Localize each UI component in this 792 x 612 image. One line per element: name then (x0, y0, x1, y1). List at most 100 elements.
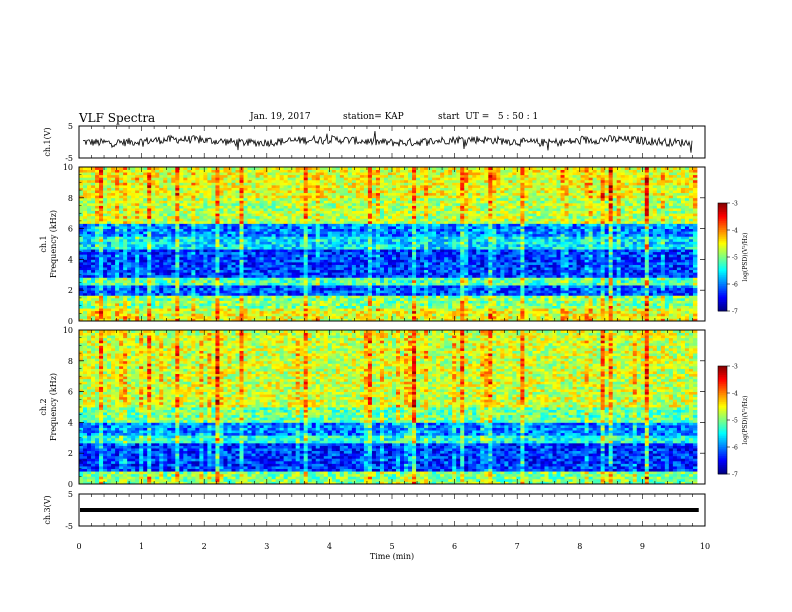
spectrogram-cell (83, 256, 88, 260)
spectrogram-cell (255, 202, 260, 206)
spectrogram-cell (335, 208, 341, 212)
spectrogram-cell (207, 244, 212, 247)
spectrogram-cell (255, 236, 260, 240)
spectrogram-cell (135, 184, 140, 188)
spectrogram-cell (139, 249, 144, 253)
spectrogram-cell (219, 236, 224, 240)
spectrogram-cell (371, 228, 377, 232)
spectrogram-cell (251, 295, 256, 299)
y-tick-label: 5 (68, 122, 73, 131)
spectrogram-cell (147, 228, 152, 232)
spectrogram-cell (392, 195, 397, 199)
spectrogram-cell (91, 290, 96, 294)
spectrogram-cell (183, 174, 188, 178)
spectrogram-cell (283, 269, 289, 273)
spectrogram-cell (251, 310, 256, 314)
spectrogram-cell (275, 205, 281, 209)
spectrogram-cell (331, 231, 337, 235)
spectrogram-cell (396, 269, 401, 273)
spectrogram-cell (107, 249, 112, 253)
spectrogram-cell (251, 167, 256, 170)
spectrogram-cell (275, 315, 281, 319)
spectrogram-cell (99, 236, 104, 240)
spectrogram-cell (251, 215, 256, 219)
spectrogram-cell (231, 256, 236, 260)
spectrogram-cell (367, 218, 373, 222)
spectrogram-cell (375, 241, 381, 245)
spectrogram-cell (343, 310, 349, 314)
spectrogram-cell (295, 202, 301, 206)
spectrogram-cell (343, 297, 349, 301)
spectrogram-cell (107, 223, 112, 227)
spectrogram-cell (159, 279, 164, 283)
spectrogram-cell (375, 195, 381, 199)
spectrogram-cell (243, 220, 248, 224)
spectrogram-cell (187, 254, 192, 258)
spectrogram-cell (291, 292, 297, 296)
spectrogram-cell (191, 241, 196, 245)
spectrogram-cell (131, 295, 136, 299)
spectrogram-cell (303, 254, 309, 258)
spectrogram-cell (87, 236, 92, 240)
spectrogram-cell (207, 190, 212, 194)
spectrogram-cell (299, 169, 305, 173)
spectrogram-cell (123, 300, 128, 304)
spectrogram-cell (195, 218, 200, 222)
spectrogram-cell (99, 213, 104, 217)
spectrogram-cell (143, 305, 148, 309)
spectrogram-cell (159, 256, 164, 260)
spectrogram-cell (227, 208, 232, 212)
spectrogram-cell (175, 184, 180, 188)
spectrogram-cell (195, 223, 200, 227)
spectrogram-cell (279, 220, 285, 224)
spectrogram-cell (99, 244, 104, 247)
spectrogram-cell (203, 282, 208, 286)
spectrogram-cell (283, 197, 289, 201)
spectrogram-cell (375, 272, 381, 276)
spectrogram-cell (339, 231, 345, 235)
spectrogram-cell (343, 213, 349, 217)
spectrogram-cell (147, 246, 152, 250)
spectrogram-cell (351, 210, 357, 214)
spectrogram-cell (139, 295, 144, 299)
spectrogram-cell (339, 218, 345, 222)
spectrogram-cell (95, 251, 100, 255)
spectrogram-cell (267, 174, 273, 178)
spectrogram-cell (291, 305, 297, 309)
spectrogram-cell (147, 187, 152, 191)
spectrogram-cell (275, 300, 281, 304)
spectrogram-cell (135, 208, 140, 212)
spectrogram-cell (396, 233, 401, 237)
spectrogram-cell (203, 213, 208, 217)
spectrogram-cell (396, 272, 401, 276)
spectrogram-cell (199, 300, 204, 304)
spectrogram-cell (167, 274, 172, 278)
spectrogram-cell (215, 295, 220, 299)
spectrogram-cell (135, 292, 140, 296)
spectrogram-cell (327, 254, 333, 258)
spectrogram-cell (107, 285, 112, 289)
spectrogram-cell (367, 269, 373, 273)
spectrogram-cell (359, 274, 365, 278)
spectrogram-cell (355, 303, 361, 306)
spectrogram-cell (339, 192, 345, 196)
spectrogram-cell (303, 200, 309, 204)
spectrogram-cell (371, 233, 377, 237)
spectrogram-cell (383, 249, 389, 253)
spectrogram-cell (199, 167, 204, 170)
spectrogram-cell (327, 313, 333, 317)
spectrogram-cell (379, 208, 385, 212)
spectrogram-cell (279, 210, 285, 214)
spectrogram-cell (103, 308, 108, 312)
spectrogram-cell (387, 241, 393, 245)
spectrogram-cell (87, 295, 92, 299)
spectrogram-cell (295, 174, 301, 178)
spectrogram-cell (79, 179, 84, 183)
spectrogram-cell (339, 305, 345, 309)
spectrogram-cell (235, 264, 240, 268)
spectrogram-cell (307, 220, 313, 224)
spectrogram-cell (235, 272, 240, 276)
spectrogram-cell (327, 197, 333, 201)
spectrogram-cell (295, 269, 301, 273)
spectrogram-cell (155, 202, 160, 206)
